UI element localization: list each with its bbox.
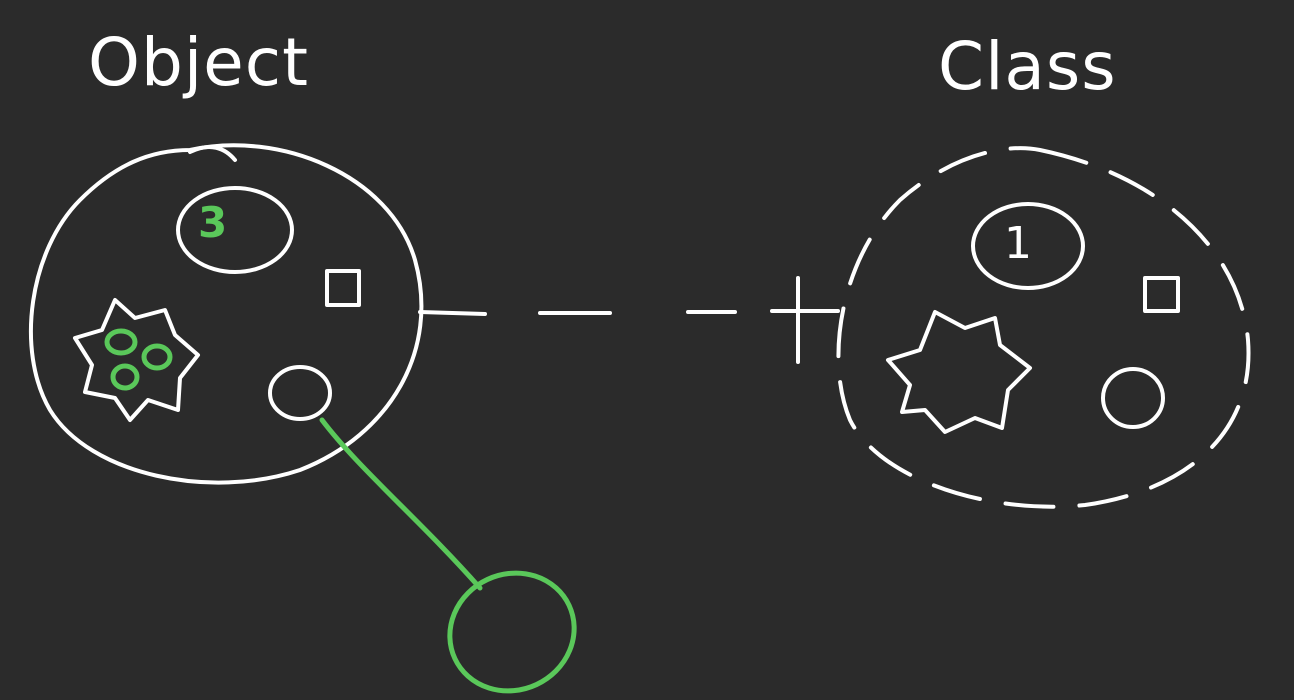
pointer-line (319, 417, 483, 591)
class-star (886, 310, 1032, 434)
inner-circle-3 (110, 363, 140, 391)
object-star (73, 298, 200, 422)
object-square (325, 269, 361, 307)
class-outline (836, 146, 1251, 509)
object-outline-hook (188, 144, 237, 162)
pointer-circle (447, 570, 577, 694)
class-circle (1101, 367, 1165, 429)
class-group (836, 146, 1251, 509)
class-count: 1 (1004, 218, 1032, 269)
inner-circle-2 (141, 343, 173, 371)
object-outline (28, 143, 424, 485)
object-connector-start (418, 310, 487, 316)
inner-circle-1 (104, 328, 138, 356)
class-title: Class (938, 28, 1117, 105)
class-count-oval (971, 202, 1085, 290)
object-highlights (104, 328, 577, 694)
class-square (1143, 276, 1180, 313)
object-group (28, 143, 487, 485)
object-circle (268, 365, 332, 421)
object-count: 3 (198, 198, 228, 247)
object-count-oval (176, 186, 294, 274)
object-title: Object (88, 24, 309, 101)
connector (538, 276, 840, 364)
